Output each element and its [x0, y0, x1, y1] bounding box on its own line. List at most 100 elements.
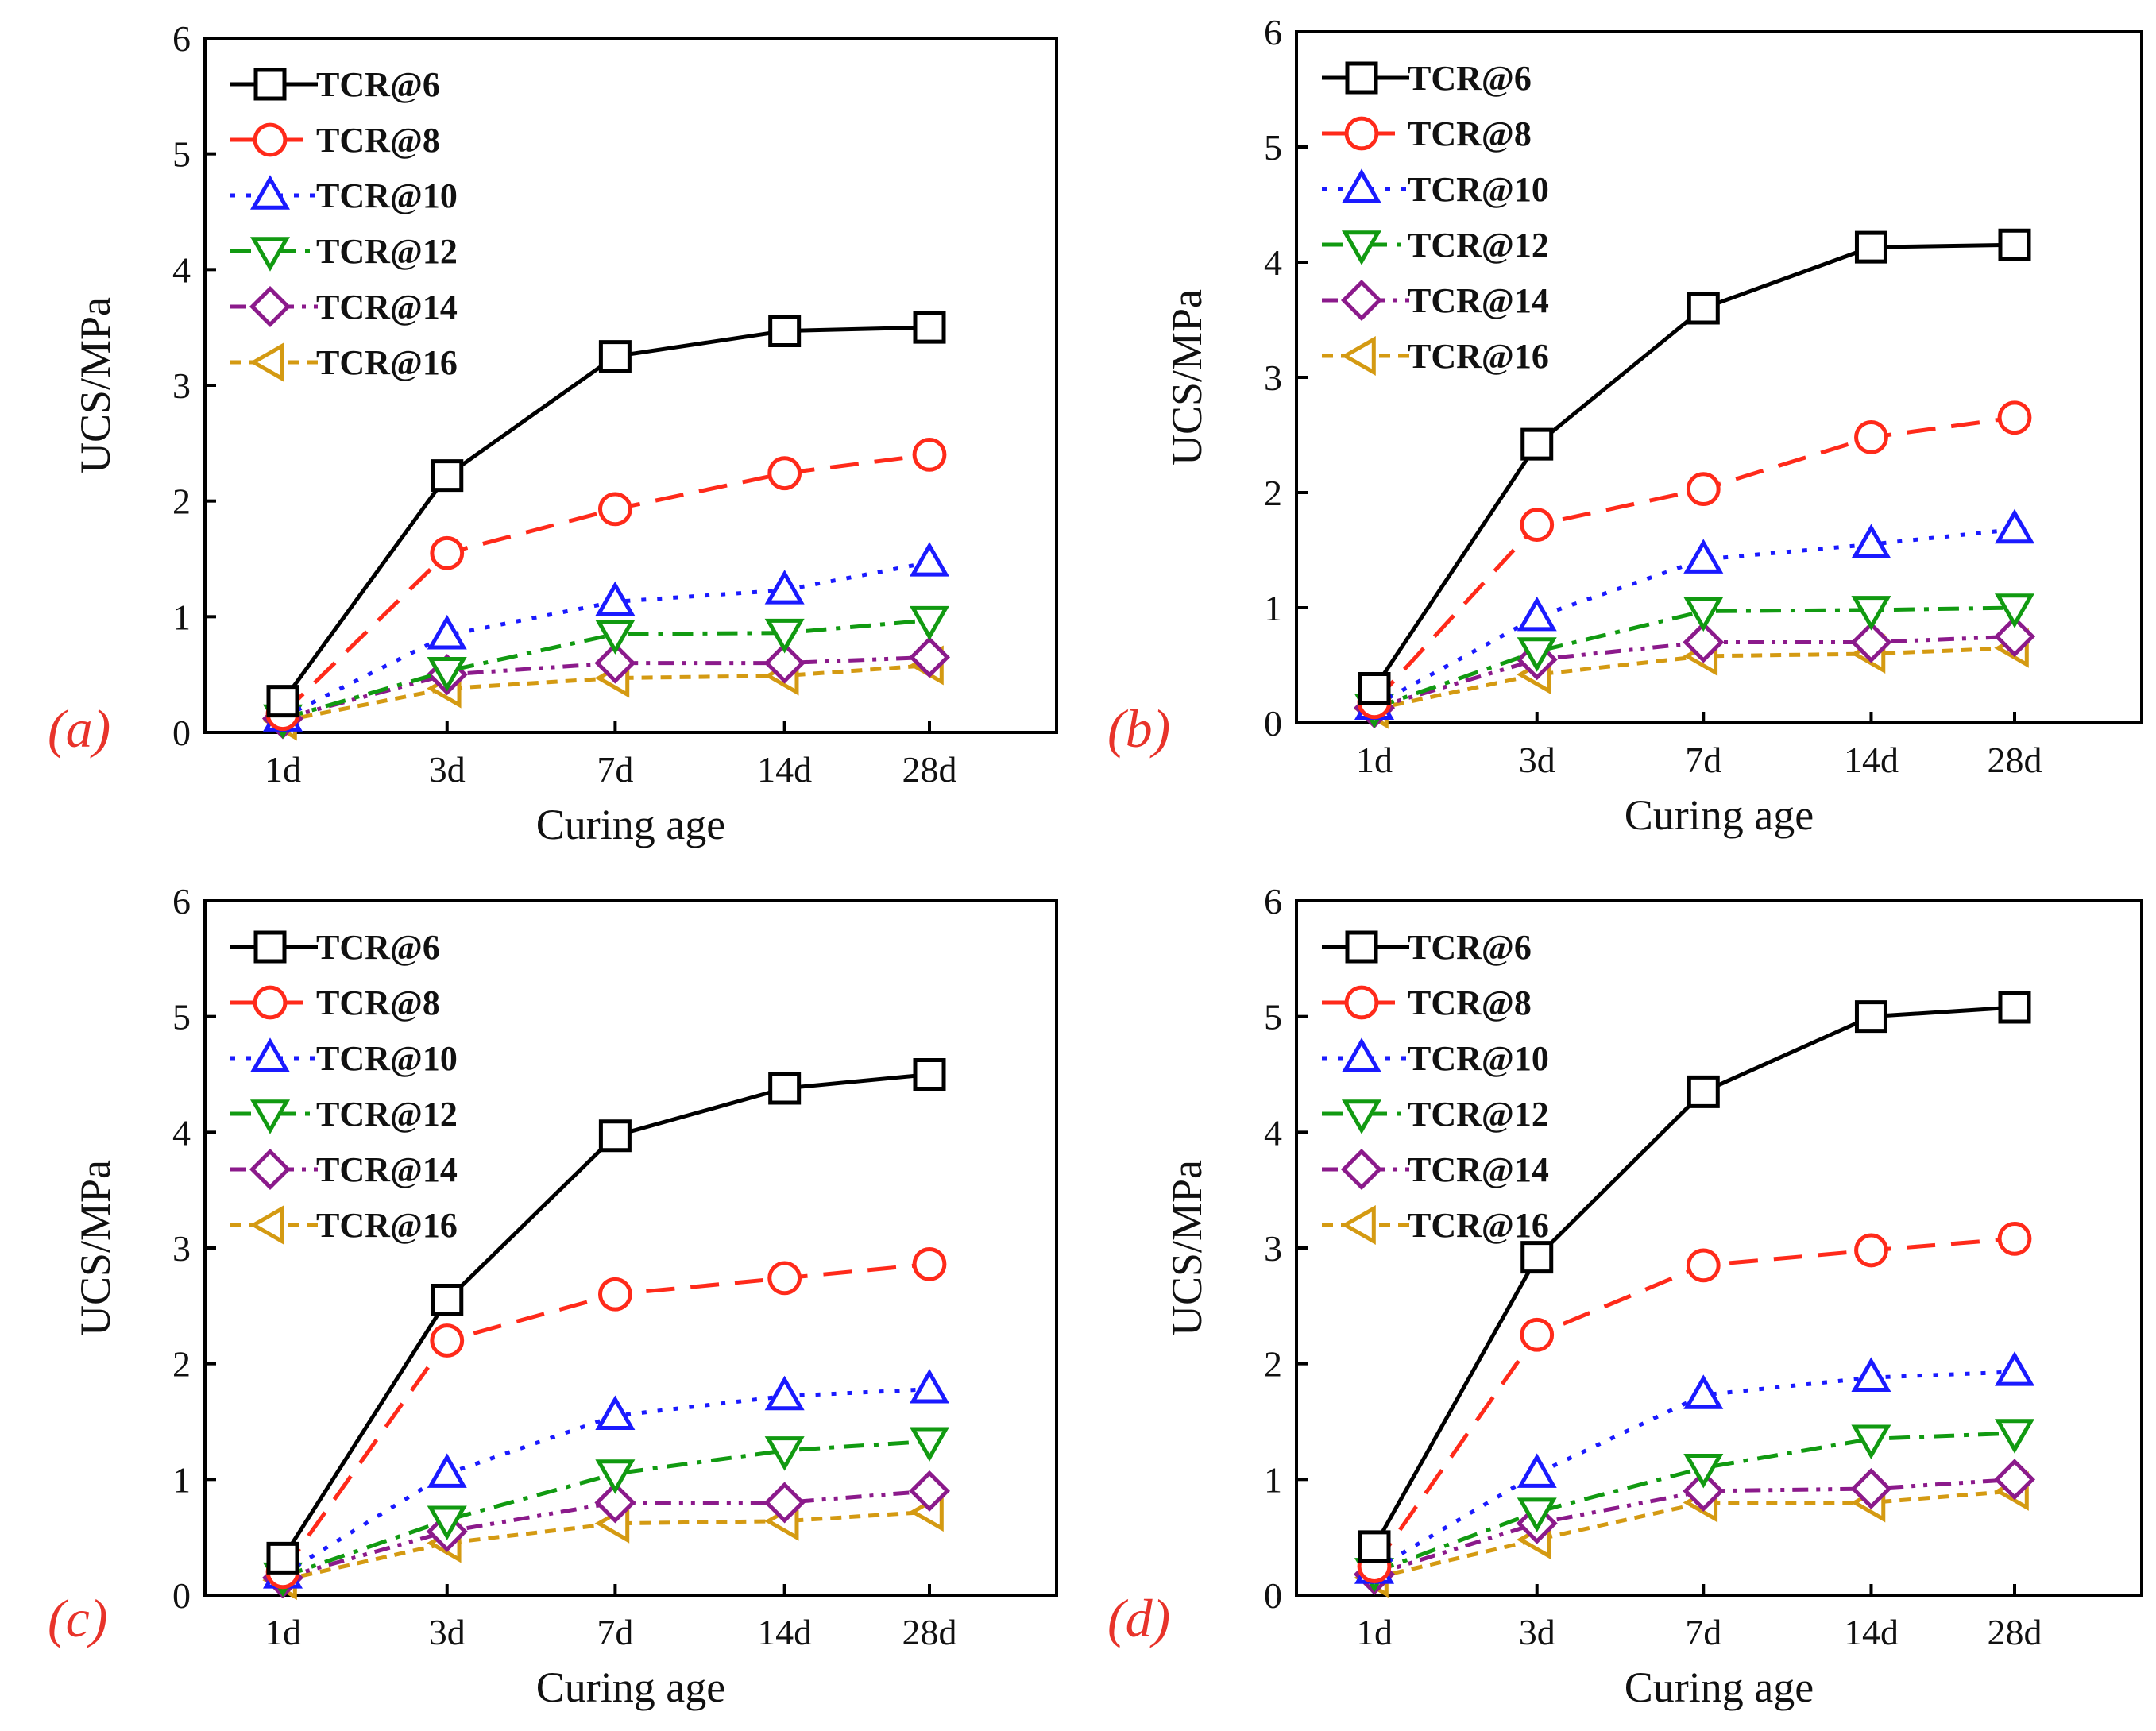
y-tick-label: 1 [1264, 1459, 1282, 1500]
series-line [282, 1509, 930, 1582]
series-tcr-10 [262, 1368, 950, 1589]
data-point [764, 618, 805, 654]
legend-item: TCR@8 [1322, 114, 1532, 153]
data-point [909, 1427, 950, 1462]
legend-label: TCR@16 [1408, 337, 1549, 376]
legend-label: TCR@12 [1408, 226, 1549, 265]
data-point [266, 1541, 299, 1575]
legend-marker [1345, 930, 1378, 964]
data-point [1993, 616, 2036, 658]
legend-item: TCR@12 [1322, 226, 1549, 265]
series-line [282, 663, 930, 723]
data-point [1683, 539, 1724, 574]
legend-item: TCR@8 [230, 121, 440, 160]
data-point [1683, 1374, 1724, 1409]
legend-marker [249, 175, 291, 210]
y-tick-label: 2 [1264, 473, 1282, 513]
x-tick-label: 28d [902, 1612, 957, 1652]
data-point [913, 1058, 946, 1091]
y-axis-title: UCS/MPa [1163, 1160, 1211, 1336]
series-tcr-8 [265, 1246, 947, 1590]
data-point [1997, 1221, 2032, 1256]
series-line [281, 1387, 930, 1576]
legend-label: TCR@6 [316, 65, 440, 104]
legend-marker [1341, 1099, 1382, 1134]
series-tcr-14 [261, 636, 951, 740]
data-point [598, 1119, 632, 1153]
x-axis-title: Curing age [536, 1663, 725, 1711]
chart-panel-d: 0 1 2 3 4 5 6 1d 3d 7d 14d 28d Curing age UCS/MPa TCR@… [1163, 881, 2143, 1711]
panel-label: (c) [48, 1588, 107, 1648]
legend-marker [253, 930, 287, 964]
legend-marker [249, 1204, 284, 1246]
x-tick-label: 14d [757, 749, 812, 790]
data-point [768, 1072, 802, 1105]
data-point [1520, 508, 1555, 542]
x-tick-label: 1d [265, 749, 301, 790]
series-line [1374, 1489, 2015, 1580]
legend-marker [1344, 116, 1379, 151]
data-point [1517, 1453, 1557, 1488]
x-tick-label: 14d [1844, 740, 1899, 780]
legend-marker [1341, 335, 1376, 377]
data-point [1994, 1419, 2035, 1454]
data-point [1998, 991, 2031, 1024]
series-tcr-14 [261, 1470, 951, 1599]
y-tick-label: 6 [172, 18, 191, 59]
legend-marker [249, 1099, 291, 1134]
data-point [595, 620, 636, 655]
data-point [1686, 472, 1721, 507]
data-point [764, 1375, 805, 1411]
panel-label: (b) [1107, 698, 1170, 759]
data-point [763, 642, 806, 684]
series-tcr-10 [1354, 508, 2035, 721]
data-point [1994, 508, 2035, 544]
legend-item: TCR@6 [230, 65, 440, 104]
legend-label: TCR@14 [1408, 1150, 1549, 1189]
legend-item: TCR@14 [1322, 279, 1549, 322]
series-line [282, 1439, 930, 1579]
legend: TCR@6 TCR@8 TCR@10 TCR@12 TCR@14 TCR@16 [230, 65, 458, 383]
data-point [908, 1470, 951, 1512]
data-point [1683, 597, 1724, 632]
data-point [1517, 596, 1557, 632]
data-point [1854, 420, 1888, 454]
legend: TCR@6 TCR@8 TCR@10 TCR@12 TCR@14 TCR@16 [1322, 59, 1549, 377]
legend-marker [1341, 230, 1382, 265]
y-tick-label: 2 [172, 481, 191, 522]
x-tick-label: 1d [1356, 740, 1393, 780]
data-point [427, 1505, 467, 1541]
data-point [1993, 1459, 2036, 1501]
legend-marker [249, 1037, 291, 1072]
data-point [1520, 1241, 1554, 1274]
legend-label: TCR@10 [316, 1039, 458, 1078]
series-line [1373, 1370, 2015, 1572]
data-point [1683, 1470, 1725, 1512]
y-tick-label: 0 [1264, 703, 1282, 744]
legend-marker [1340, 279, 1383, 322]
y-tick-label: 5 [172, 997, 191, 1037]
data-point [1851, 596, 1891, 631]
legend-label: TCR@12 [316, 1095, 458, 1134]
legend: TCR@6 TCR@8 TCR@10 TCR@12 TCR@14 TCR@16 [230, 928, 458, 1246]
data-point [1358, 672, 1391, 705]
legend-item: TCR@14 [230, 1148, 458, 1191]
data-point [908, 636, 951, 678]
y-tick-label: 5 [1264, 997, 1282, 1037]
x-tick-label: 28d [1988, 1612, 2042, 1652]
data-point [266, 685, 299, 718]
y-tick-label: 1 [172, 1459, 191, 1500]
y-tick-label: 3 [172, 365, 191, 406]
data-point [1520, 1317, 1555, 1352]
data-point [595, 581, 636, 616]
chart-panel-c: 0 1 2 3 4 5 6 1d 3d 7d 14d 28d Curing age UCS/MPa TCR@… [71, 881, 1058, 1711]
data-point [430, 535, 465, 570]
data-point [912, 438, 947, 472]
legend-marker [253, 68, 287, 101]
data-point [594, 642, 636, 684]
data-point [909, 605, 950, 641]
series-tcr-6 [1358, 228, 2031, 705]
data-point [1851, 1357, 1891, 1392]
data-point [1687, 1075, 1720, 1108]
data-point [1683, 621, 1725, 663]
